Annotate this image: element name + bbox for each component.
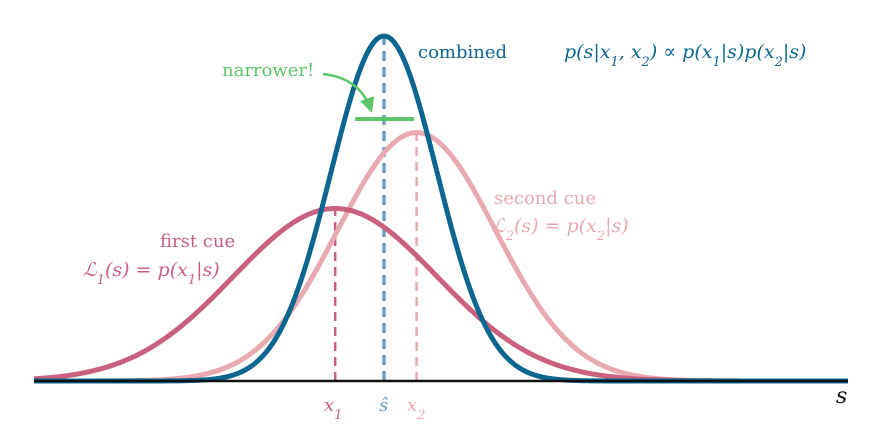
axis-variable-label: s	[836, 384, 847, 409]
first-cue-label: first cue	[160, 231, 235, 252]
second-cue-label: second cue	[494, 188, 596, 209]
x2-tick-label: x2	[407, 395, 425, 423]
combined-curve	[34, 33, 848, 384]
combined-label: combined	[418, 42, 507, 63]
narrower-arrow-icon	[322, 72, 375, 113]
shat-tick-label: ŝ	[379, 395, 388, 416]
first-cue-curve	[33, 205, 848, 384]
narrower-label: narrower!	[222, 60, 314, 81]
first-cue-formula: ℒ1(s) = p(x1|s)	[83, 259, 220, 288]
posterior-formula: p(s|x1, x2) ∝ p(x1|s)p(x2|s)	[564, 41, 806, 70]
x1-tick-label: x1	[324, 395, 342, 423]
second-cue-formula: ℒ2(s) = p(x2|s)	[492, 215, 629, 244]
